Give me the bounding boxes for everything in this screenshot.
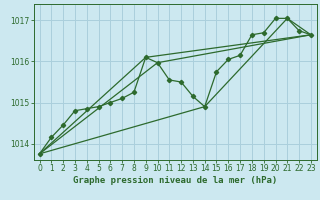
X-axis label: Graphe pression niveau de la mer (hPa): Graphe pression niveau de la mer (hPa) [73,176,277,185]
